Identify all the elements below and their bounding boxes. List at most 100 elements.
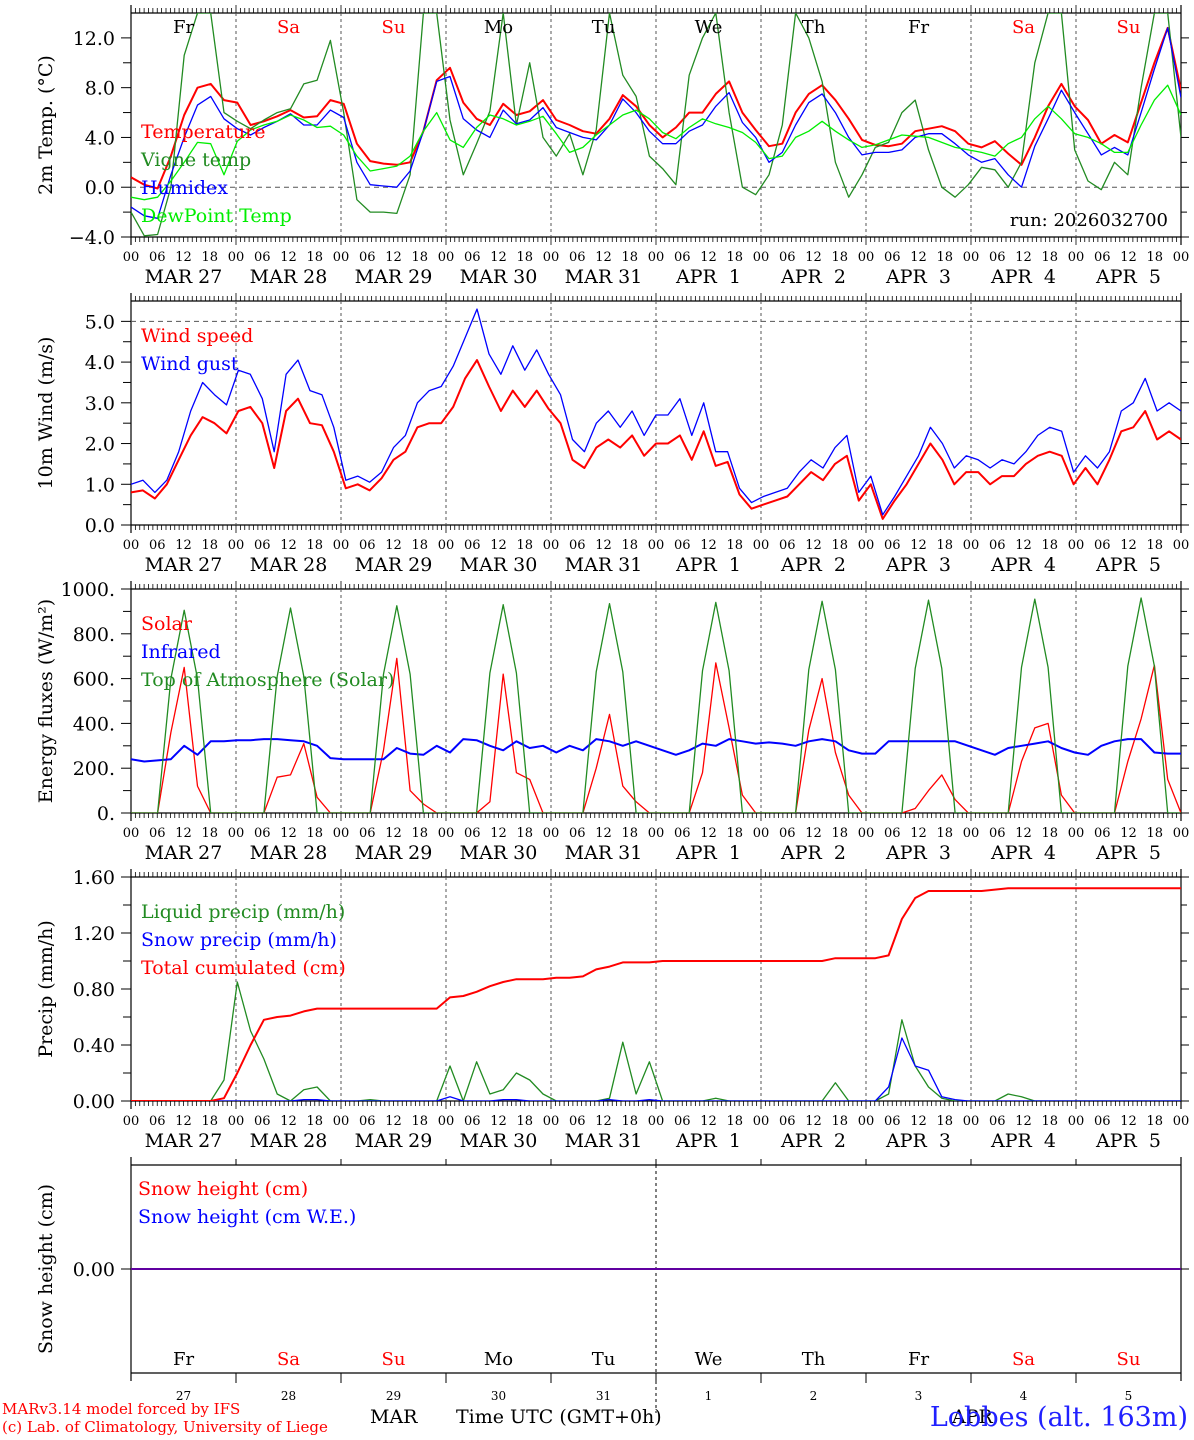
hour-tick-label: 06 xyxy=(674,538,691,553)
y-tick-label: 200. xyxy=(73,758,115,780)
hour-tick-label: 06 xyxy=(989,1114,1006,1129)
hour-tick-label: 06 xyxy=(884,1114,901,1129)
hour-tick-label: 06 xyxy=(254,1114,271,1129)
hour-tick-label: 06 xyxy=(359,250,376,265)
day-axis-label: APR 4 xyxy=(990,1130,1056,1152)
day-of-week-label: Fr xyxy=(173,1349,194,1370)
legend-entry: DewPoint Temp xyxy=(141,205,292,227)
hour-tick-label: 12 xyxy=(1015,1114,1032,1129)
hour-tick-label: 00 xyxy=(228,538,245,553)
hour-tick-label: 06 xyxy=(569,1114,586,1129)
hour-tick-label: 00 xyxy=(1173,826,1190,841)
day-of-week-label: We xyxy=(695,17,723,38)
y-tick-label: 4.0 xyxy=(85,127,115,149)
y-tick-label: 0.0 xyxy=(85,177,115,199)
hour-tick-label: 12 xyxy=(700,826,717,841)
hour-tick-label: 18 xyxy=(726,250,743,265)
hour-tick-label: 12 xyxy=(280,826,297,841)
hour-tick-label: 06 xyxy=(464,250,481,265)
hour-tick-label: 00 xyxy=(648,538,665,553)
day-of-week-label: We xyxy=(695,1349,723,1370)
month-label-apr: APR xyxy=(952,1406,993,1428)
hour-tick-label: 18 xyxy=(1041,538,1058,553)
hour-tick-label: 06 xyxy=(1094,1114,1111,1129)
day-of-week-label: Sa xyxy=(1012,17,1035,38)
hour-tick-label: 00 xyxy=(1068,538,1085,553)
hour-tick-label: 18 xyxy=(726,538,743,553)
hour-tick-label: 18 xyxy=(1146,1114,1163,1129)
hour-tick-label: 00 xyxy=(648,250,665,265)
credit-lab: (c) Lab. of Climatology, University of L… xyxy=(2,1418,328,1436)
day-axis-label: APR 4 xyxy=(990,554,1056,576)
hour-tick-label: 00 xyxy=(858,826,875,841)
hour-tick-label: 06 xyxy=(254,826,271,841)
hour-tick-label: 12 xyxy=(490,250,507,265)
day-axis-label: MAR 29 xyxy=(355,266,433,288)
y-tick-label: 4.0 xyxy=(85,352,115,374)
series-line-humidex xyxy=(131,27,1181,219)
day-of-week-label: Fr xyxy=(908,1349,929,1370)
day-axis-label: APR 2 xyxy=(780,554,846,576)
hour-tick-label: 12 xyxy=(595,826,612,841)
hour-tick-label: 00 xyxy=(123,826,140,841)
hour-tick-label: 12 xyxy=(280,538,297,553)
hour-tick-label: 00 xyxy=(1068,1114,1085,1129)
day-axis-label: MAR 29 xyxy=(355,554,433,576)
date-label: 3 xyxy=(915,1389,923,1403)
day-axis-label: MAR 30 xyxy=(460,842,538,864)
hour-tick-label: 18 xyxy=(726,826,743,841)
day-axis-label: MAR 31 xyxy=(565,842,643,864)
hour-tick-label: 00 xyxy=(1173,538,1190,553)
hour-tick-label: 12 xyxy=(805,1114,822,1129)
hour-tick-label: 00 xyxy=(543,1114,560,1129)
date-label: 30 xyxy=(491,1389,506,1403)
date-label: 2 xyxy=(810,1389,818,1403)
hour-tick-label: 18 xyxy=(936,1114,953,1129)
day-axis-label: APR 5 xyxy=(1095,1130,1161,1152)
day-of-week-label: Fr xyxy=(173,17,194,38)
hour-tick-label: 00 xyxy=(438,538,455,553)
legend-entry: Snow height (cm W.E.) xyxy=(138,1206,356,1228)
hour-tick-label: 00 xyxy=(228,250,245,265)
hour-tick-label: 00 xyxy=(1173,1114,1190,1129)
hour-tick-label: 00 xyxy=(123,538,140,553)
hour-tick-label: 18 xyxy=(306,1114,323,1129)
hour-tick-label: 12 xyxy=(1015,826,1032,841)
hour-tick-label: 00 xyxy=(438,1114,455,1129)
day-axis-label: MAR 30 xyxy=(460,1130,538,1152)
day-axis-label: MAR 31 xyxy=(565,1130,643,1152)
hour-tick-label: 06 xyxy=(464,826,481,841)
hour-tick-label: 18 xyxy=(201,538,218,553)
hour-tick-label: 18 xyxy=(516,1114,533,1129)
day-axis-label: APR 3 xyxy=(885,1130,951,1152)
day-of-week-label: Sa xyxy=(1012,1349,1035,1370)
hour-tick-label: 18 xyxy=(411,1114,428,1129)
hour-tick-label: 18 xyxy=(831,1114,848,1129)
series-line-vigne-temp xyxy=(131,13,1181,237)
hour-tick-label: 18 xyxy=(1146,538,1163,553)
y-tick-label: 0.80 xyxy=(73,979,115,1001)
day-axis-label: APR 3 xyxy=(885,842,951,864)
day-of-week-label: Su xyxy=(382,17,406,38)
day-axis-label: MAR 31 xyxy=(565,266,643,288)
hour-tick-label: 18 xyxy=(621,826,638,841)
day-of-week-label: Su xyxy=(1117,17,1141,38)
day-axis-label: APR 4 xyxy=(990,842,1056,864)
date-label: 28 xyxy=(281,1389,296,1403)
y-tick-label: 1.60 xyxy=(73,867,115,889)
hour-tick-label: 00 xyxy=(333,1114,350,1129)
day-of-week-label: Mo xyxy=(484,17,513,38)
y-tick-label: 400. xyxy=(73,713,115,735)
legend-entry: Total cumulated (cm) xyxy=(141,957,346,979)
hour-tick-label: 12 xyxy=(385,538,402,553)
hour-tick-label: 12 xyxy=(700,250,717,265)
hour-tick-label: 12 xyxy=(595,250,612,265)
hour-tick-label: 00 xyxy=(648,1114,665,1129)
day-of-week-label: Tu xyxy=(592,17,616,38)
hour-tick-label: 00 xyxy=(438,826,455,841)
day-of-week-label: Sa xyxy=(277,17,300,38)
hour-tick-label: 00 xyxy=(648,826,665,841)
day-axis-label: APR 2 xyxy=(780,842,846,864)
